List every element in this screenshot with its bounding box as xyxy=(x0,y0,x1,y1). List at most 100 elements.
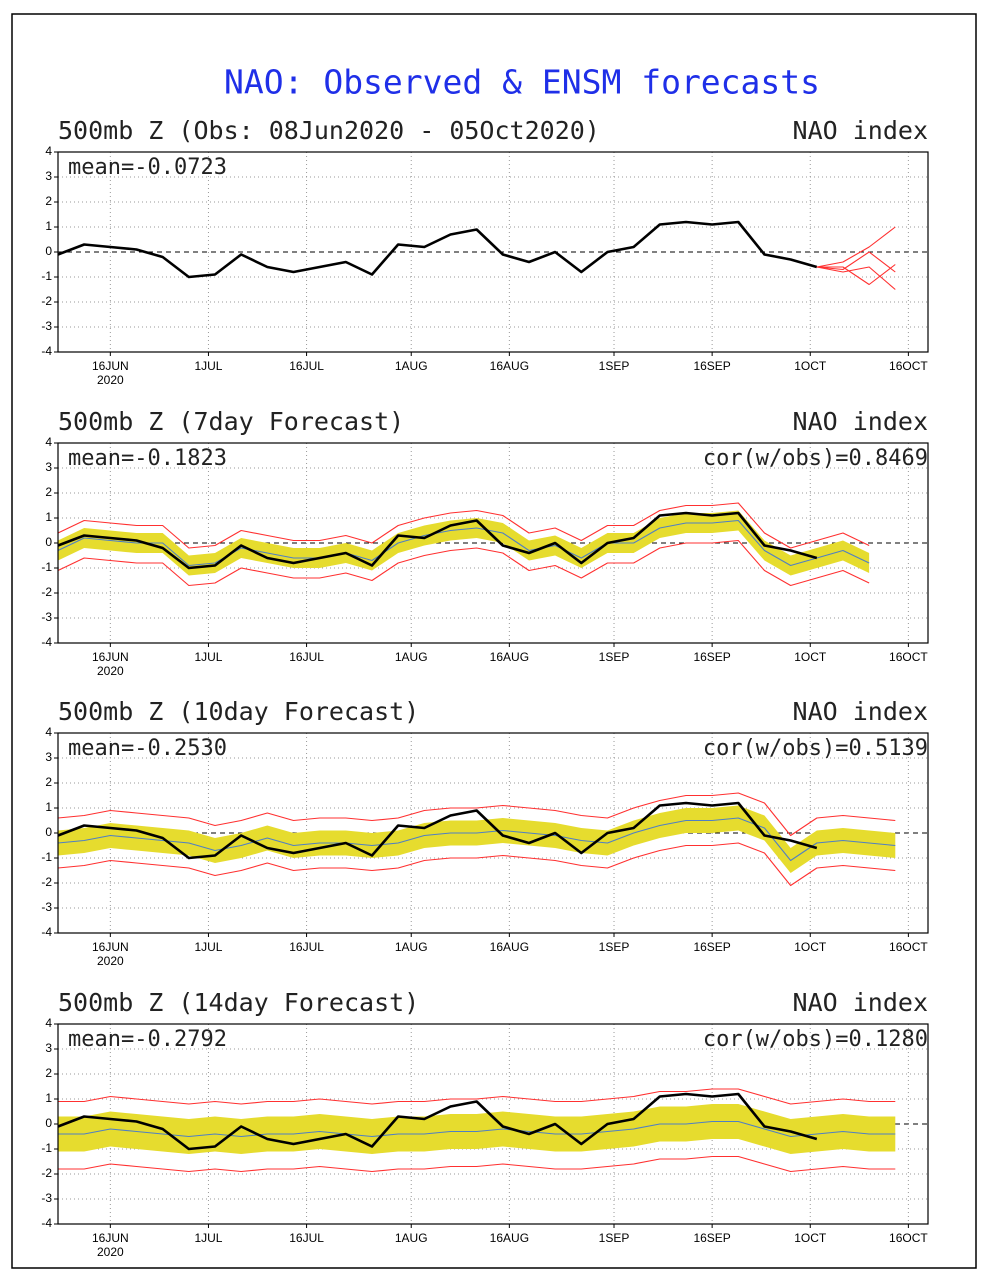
x-tick-label: 16JUL xyxy=(289,1231,324,1245)
y-tick-label: -1 xyxy=(41,850,52,864)
panel-title: 500mb Z (10day Forecast) xyxy=(58,697,419,726)
y-tick-label: -4 xyxy=(41,925,52,939)
y-tick-label: -2 xyxy=(41,875,52,889)
x-tick-label: 1SEP xyxy=(599,359,630,373)
annotation: mean=-0.2792 xyxy=(68,1027,227,1052)
y-tick-label: -1 xyxy=(41,269,52,283)
y-tick-label: -2 xyxy=(41,1166,52,1180)
series-line xyxy=(57,801,818,860)
panel-title: 500mb Z (Obs: 08Jun2020 - 05Oct2020) xyxy=(58,116,600,145)
y-tick-label: 2 xyxy=(45,1066,52,1080)
y-tick-label: -3 xyxy=(41,1191,52,1205)
x-tick-label: 1JUL xyxy=(194,940,222,954)
x-tick-label: 1JUL xyxy=(194,359,222,373)
series-line xyxy=(57,511,818,570)
y-tick-label: -3 xyxy=(41,319,52,333)
x-tick-label: 16AUG xyxy=(490,1231,529,1245)
y-tick-label: 0 xyxy=(45,535,52,549)
y-tick-label: 4 xyxy=(45,725,52,739)
y-tick-label: -2 xyxy=(41,585,52,599)
y-tick-label: 3 xyxy=(45,460,52,474)
y-tick-label: 1 xyxy=(45,510,52,524)
y-tick-label: -1 xyxy=(41,1141,52,1155)
spread-band xyxy=(58,1104,896,1154)
series-line xyxy=(57,792,896,837)
plot-border xyxy=(57,1023,929,1225)
series-line xyxy=(57,220,818,279)
y-tick-label: -4 xyxy=(41,344,52,358)
y-tick-label: -4 xyxy=(41,635,52,649)
x-tick-label: 16OCT xyxy=(889,650,928,664)
x-tick-label: 1OCT xyxy=(794,359,827,373)
x-tick-label: 16AUG xyxy=(490,359,529,373)
series-line xyxy=(58,1120,896,1138)
x-tick-label: 16JUN xyxy=(92,359,129,373)
y-tick-label: -3 xyxy=(41,900,52,914)
x-tick-label: 1AUG xyxy=(395,1231,428,1245)
x-tick-label: 1OCT xyxy=(794,1231,827,1245)
x-tick-label: 16JUL xyxy=(289,650,324,664)
annotation: cor(w/obs)=0.5139 xyxy=(703,736,928,761)
x-tick-label: 1SEP xyxy=(599,1231,630,1245)
x-tick-label: 16OCT xyxy=(889,1231,928,1245)
x-tick-label: 16JUN xyxy=(92,650,129,664)
y-tick-label: 4 xyxy=(45,144,52,158)
annotation: cor(w/obs)=0.8469 xyxy=(703,446,928,471)
y-tick-label: -3 xyxy=(41,610,52,624)
x-tick-label: 1OCT xyxy=(794,940,827,954)
series-line xyxy=(816,264,896,286)
plot-border xyxy=(57,732,929,934)
panel-title: 500mb Z (7day Forecast) xyxy=(58,407,404,436)
panel-right-title: NAO index xyxy=(793,988,928,1017)
x-tick-label: 16SEP xyxy=(693,1231,730,1245)
x-tick-label: 1JUL xyxy=(194,1231,222,1245)
y-tick-label: 3 xyxy=(45,1041,52,1055)
series-line xyxy=(816,251,896,273)
x-tick-label: 1SEP xyxy=(599,650,630,664)
y-tick-label: 4 xyxy=(45,1016,52,1030)
y-tick-label: 0 xyxy=(45,1116,52,1130)
main-title: NAO: Observed & ENSM forecasts xyxy=(224,63,820,102)
x-tick-label: 16SEP xyxy=(693,940,730,954)
y-tick-label: 2 xyxy=(45,485,52,499)
x-tick-label: 16JUL xyxy=(289,359,324,373)
y-tick-label: 2 xyxy=(45,775,52,789)
y-tick-label: 1 xyxy=(45,219,52,233)
panel-right-title: NAO index xyxy=(793,407,928,436)
series-line xyxy=(57,519,870,567)
x-tick-label: 16JUN xyxy=(92,940,129,954)
spread-band xyxy=(58,805,896,873)
panel-right-title: NAO index xyxy=(793,116,928,145)
panel-title: 500mb Z (14day Forecast) xyxy=(58,988,419,1017)
y-tick-label: 1 xyxy=(45,800,52,814)
x-tick-label: 16SEP xyxy=(693,650,730,664)
x-tick-label: 16JUL xyxy=(289,940,324,954)
y-tick-label: 4 xyxy=(45,435,52,449)
x-tick-label: 16AUG xyxy=(490,650,529,664)
x-year-label: 2020 xyxy=(97,954,124,968)
series-line xyxy=(816,226,896,268)
x-tick-label: 1AUG xyxy=(395,359,428,373)
x-tick-label: 16SEP xyxy=(693,359,730,373)
plot-border xyxy=(57,151,929,353)
x-tick-label: 1OCT xyxy=(794,650,827,664)
x-tick-label: 16OCT xyxy=(889,940,928,954)
panel-right-title: NAO index xyxy=(793,697,928,726)
x-tick-label: 1SEP xyxy=(599,940,630,954)
plot-border xyxy=(57,442,929,644)
x-tick-label: 16OCT xyxy=(889,359,928,373)
annotation: mean=-0.1823 xyxy=(68,446,227,471)
y-tick-label: -1 xyxy=(41,560,52,574)
y-tick-label: 3 xyxy=(45,169,52,183)
y-tick-label: 3 xyxy=(45,750,52,764)
y-tick-label: 1 xyxy=(45,1091,52,1105)
y-tick-label: 2 xyxy=(45,194,52,208)
series-line xyxy=(57,539,870,587)
x-year-label: 2020 xyxy=(97,1245,124,1259)
y-tick-label: -4 xyxy=(41,1216,52,1230)
x-tick-label: 1AUG xyxy=(395,940,428,954)
series-line xyxy=(57,842,896,887)
series-line xyxy=(58,1088,896,1105)
x-year-label: 2020 xyxy=(97,664,124,678)
